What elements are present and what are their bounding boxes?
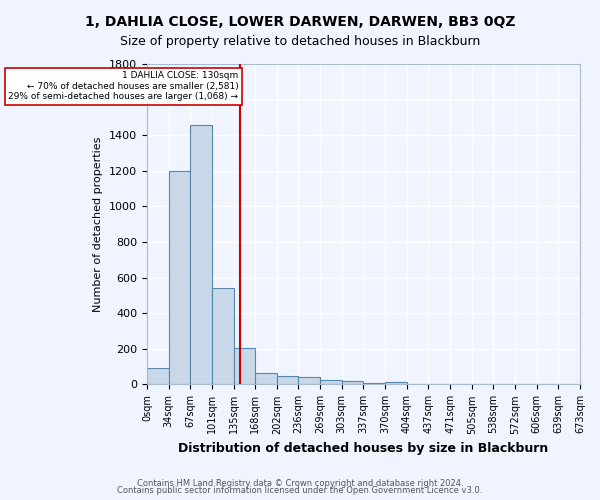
Bar	[233, 348, 255, 385]
Bar	[190, 124, 212, 384]
Bar	[364, 383, 385, 384]
Text: Contains public sector information licensed under the Open Government Licence v3: Contains public sector information licen…	[118, 486, 482, 495]
Bar	[255, 373, 277, 384]
Text: Contains HM Land Registry data © Crown copyright and database right 2024.: Contains HM Land Registry data © Crown c…	[137, 478, 463, 488]
Bar	[147, 368, 169, 384]
Bar	[385, 382, 407, 384]
Bar	[342, 381, 364, 384]
X-axis label: Distribution of detached houses by size in Blackburn: Distribution of detached houses by size …	[178, 442, 548, 455]
Y-axis label: Number of detached properties: Number of detached properties	[94, 136, 103, 312]
Bar	[277, 376, 298, 384]
Text: 1 DAHLIA CLOSE: 130sqm
← 70% of detached houses are smaller (2,581)
29% of semi-: 1 DAHLIA CLOSE: 130sqm ← 70% of detached…	[8, 71, 238, 101]
Bar	[169, 171, 190, 384]
Text: 1, DAHLIA CLOSE, LOWER DARWEN, DARWEN, BB3 0QZ: 1, DAHLIA CLOSE, LOWER DARWEN, DARWEN, B…	[85, 15, 515, 29]
Bar	[320, 380, 342, 384]
Bar	[298, 378, 320, 384]
Bar	[212, 288, 233, 384]
Text: Size of property relative to detached houses in Blackburn: Size of property relative to detached ho…	[120, 35, 480, 48]
